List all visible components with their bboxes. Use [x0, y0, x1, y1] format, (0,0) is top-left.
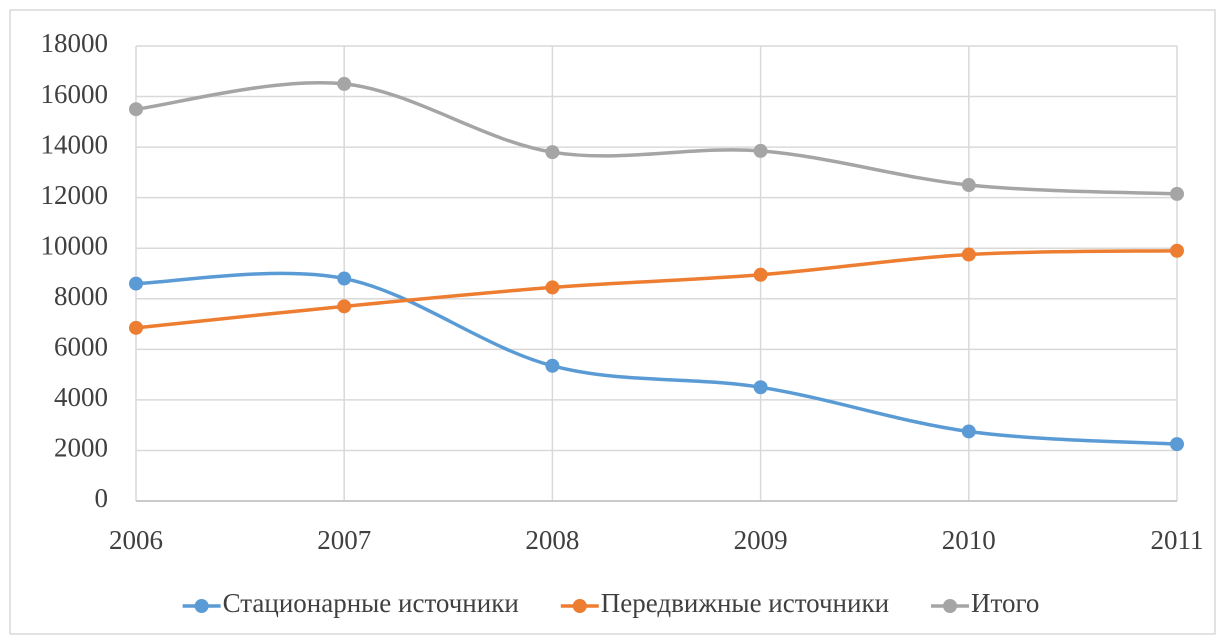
legend-item: Итого	[931, 588, 1039, 618]
data-point	[545, 358, 560, 373]
x-tick-label: 2011	[1151, 525, 1204, 555]
y-tick-label: 18000	[41, 28, 109, 58]
y-tick-label: 4000	[54, 382, 108, 412]
y-tick-label: 2000	[54, 433, 108, 463]
legend-item: Передвижные источники	[560, 588, 889, 618]
y-tick-label: 12000	[41, 180, 109, 210]
data-point	[337, 299, 352, 314]
y-tick-label: 16000	[41, 79, 109, 109]
y-tick-label: 6000	[54, 332, 108, 362]
x-tick-label: 2010	[942, 525, 996, 555]
data-point	[129, 102, 143, 117]
series-line	[135, 249, 1178, 330]
data-point	[961, 424, 976, 439]
data-point	[1170, 186, 1184, 201]
legend-label: Передвижные источники	[601, 588, 889, 618]
legend-marker	[943, 599, 958, 613]
legend-item: Стационарные источники	[182, 588, 519, 618]
y-tick-label: 0	[95, 483, 109, 513]
x-tick-label: 2006	[109, 525, 163, 555]
data-point	[129, 276, 143, 291]
data-point	[753, 143, 768, 158]
legend-marker	[194, 599, 209, 613]
data-point	[753, 267, 768, 282]
data-point	[337, 76, 352, 91]
data-point	[753, 380, 768, 395]
data-point	[129, 320, 143, 335]
y-tick-label: 8000	[54, 281, 108, 311]
data-point	[1170, 243, 1184, 258]
y-tick-label: 10000	[41, 230, 109, 260]
x-tick-label: 2007	[317, 525, 371, 555]
data-point	[545, 145, 560, 160]
data-point	[337, 271, 352, 286]
legend-label: Стационарные источники	[223, 588, 519, 618]
x-tick-label: 2009	[734, 525, 788, 555]
data-point	[961, 247, 976, 262]
chart-frame	[9, 9, 1216, 635]
data-point	[1170, 437, 1184, 452]
legend-label: Итого	[971, 588, 1039, 618]
data-point	[961, 178, 976, 193]
y-tick-label: 14000	[41, 129, 109, 159]
series-line	[135, 271, 1178, 446]
x-tick-label: 2008	[525, 525, 579, 555]
data-point	[545, 280, 560, 295]
series-line	[135, 81, 1178, 196]
legend-marker	[572, 599, 587, 613]
